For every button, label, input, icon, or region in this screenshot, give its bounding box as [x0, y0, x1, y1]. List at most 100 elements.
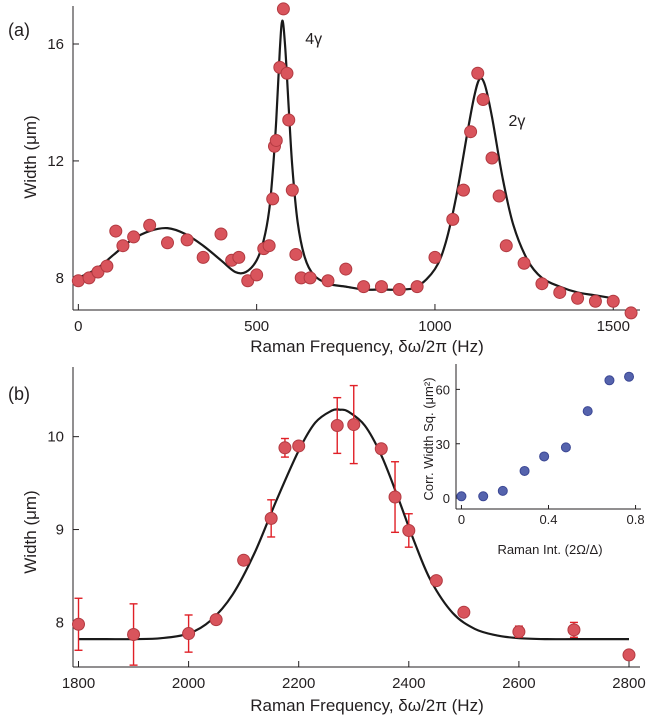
p1-data-point	[567, 623, 581, 637]
inset-x-axis-title: Raman Int. (2Ω/Δ)	[497, 542, 602, 557]
p1-data-point	[347, 418, 361, 432]
p0-y-tick-label: 16	[47, 36, 64, 53]
p1-data-point	[264, 511, 278, 525]
p2-y-tick-label: 60	[436, 382, 450, 397]
panel-a-marks: 0 500 1000 1500 8 12 16	[47, 2, 640, 335]
panel-label-b: (b)	[8, 384, 30, 404]
p0-data-point	[196, 250, 210, 264]
p1-data-point	[278, 441, 292, 455]
p1-data-point	[457, 605, 471, 619]
p0-data-point	[357, 280, 371, 294]
p0-data-point	[553, 285, 567, 299]
p1-data-point	[388, 490, 402, 504]
p0-data-point	[262, 239, 276, 253]
p1-data-point	[209, 613, 223, 627]
p1-x-tick-label: 2400	[392, 675, 425, 692]
p2-x-tick-label: 0.4	[539, 512, 557, 527]
p0-data-point	[127, 230, 141, 244]
p2-y-tick-label: 30	[436, 437, 450, 452]
p0-data-point	[82, 271, 96, 285]
p1-data-point	[330, 419, 344, 433]
p0-data-point	[428, 250, 442, 264]
p0-data-point	[289, 247, 303, 261]
p1-x-tick-label: 2200	[282, 675, 315, 692]
p0-data-point	[499, 239, 513, 253]
p1-data-point	[127, 627, 141, 641]
p2-x-tick-label: 0.8	[627, 512, 645, 527]
inset-marks: 0 0.4 0.8 0 30 60	[436, 364, 645, 527]
p0-data-point	[100, 259, 114, 273]
p0-data-point	[446, 212, 460, 226]
p2-data-point	[539, 451, 550, 462]
p0-data-point	[571, 291, 585, 305]
p0-data-point	[624, 306, 638, 320]
p0-data-point	[339, 262, 353, 276]
p1-y-tick-label: 10	[47, 429, 64, 446]
p0-data-point	[535, 277, 549, 291]
p1-x-tick-label: 2800	[612, 675, 645, 692]
panel-label-a: (a)	[8, 20, 30, 40]
p0-data-point	[392, 283, 406, 297]
p0-data-point	[161, 236, 174, 250]
p0-data-point	[517, 256, 531, 270]
p0-data-point	[116, 239, 130, 253]
p2-y-tick-label: 0	[443, 491, 450, 506]
p2-data-point	[497, 485, 508, 496]
p0-data-point	[285, 183, 299, 197]
p0-x-tick-label: 1000	[418, 318, 451, 335]
p1-data-point	[429, 574, 443, 588]
p0-x-tick-label: 1500	[597, 318, 630, 335]
p0-data-point	[232, 250, 246, 264]
p1-data-point	[374, 442, 388, 456]
p0-data-point	[269, 133, 283, 147]
p0-data-point	[485, 151, 499, 165]
p2-data-point	[582, 406, 593, 417]
p2-data-point	[519, 465, 530, 476]
p0-data-point	[280, 66, 294, 80]
p0-fit-curve	[77, 19, 614, 300]
annotation-4gamma: 4γ	[305, 31, 322, 48]
p0-data-point	[321, 274, 335, 288]
p0-data-point	[180, 233, 194, 247]
p2-data-point	[624, 371, 635, 382]
p1-data-point	[512, 625, 526, 639]
p1-data-point	[182, 627, 196, 641]
p0-x-tick-label: 0	[74, 318, 82, 335]
p2-x-tick-label: 0	[458, 512, 465, 527]
p0-data-point	[410, 280, 424, 294]
p0-data-point	[71, 274, 85, 288]
p2-data-point	[478, 491, 489, 502]
p0-data-point	[109, 224, 123, 238]
p0-y-tick-label: 8	[56, 270, 64, 287]
p0-data-point	[374, 280, 388, 294]
p0-data-point	[464, 125, 478, 139]
p1-x-tick-label: 2600	[502, 675, 535, 692]
p1-data-point	[622, 648, 636, 662]
panel-b-marks: 1800 2000 2200 2400 2600 2800 8 9 10	[47, 367, 646, 692]
p0-data-point	[588, 294, 602, 308]
p0-x-tick-label: 500	[244, 318, 269, 335]
p0-data-point	[456, 183, 470, 197]
p0-data-point	[492, 189, 506, 203]
p1-x-tick-label: 2000	[172, 675, 205, 692]
p2-data-point	[456, 491, 467, 502]
inset-plot: 0 0.4 0.8 0 30 60 Raman Int. (2Ω/Δ) Corr. Wid…	[421, 364, 645, 557]
annotation-2gamma: 2γ	[509, 113, 526, 130]
p0-data-point	[241, 274, 255, 288]
p0-data-point	[282, 113, 296, 127]
p0-data-point	[143, 218, 157, 232]
p0-data-point	[303, 271, 317, 285]
p0-data-point	[250, 268, 264, 282]
y-axis-title-a: Width (μm)	[21, 115, 40, 198]
p1-y-tick-label: 9	[56, 522, 64, 539]
p0-data-point	[606, 294, 620, 308]
p1-data-point	[237, 553, 251, 567]
p1-fit-curve	[78, 408, 629, 641]
p1-x-tick-label: 1800	[62, 675, 95, 692]
p0-data-point	[91, 265, 105, 279]
p1-y-tick-label: 8	[56, 614, 64, 631]
y-axis-title-b: Width (μm)	[21, 490, 40, 573]
p2-data-point	[560, 442, 571, 453]
